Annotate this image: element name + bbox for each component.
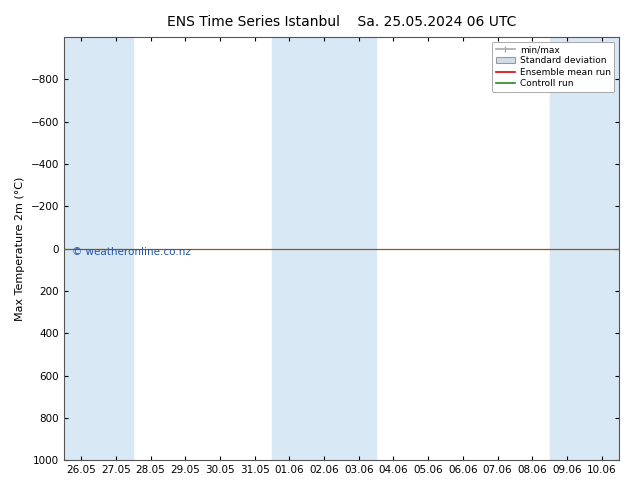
Bar: [307, 37, 341, 460]
Y-axis label: Max Temperature 2m (°C): Max Temperature 2m (°C): [15, 176, 25, 321]
Bar: [272, 37, 307, 460]
Bar: [64, 37, 98, 460]
Bar: [550, 37, 585, 460]
Bar: [98, 37, 133, 460]
Title: ENS Time Series Istanbul    Sa. 25.05.2024 06 UTC: ENS Time Series Istanbul Sa. 25.05.2024 …: [167, 15, 516, 29]
Bar: [585, 37, 619, 460]
Text: © weatheronline.co.nz: © weatheronline.co.nz: [72, 246, 191, 256]
Legend: min/max, Standard deviation, Ensemble mean run, Controll run: min/max, Standard deviation, Ensemble me…: [492, 42, 614, 92]
Bar: [341, 37, 376, 460]
